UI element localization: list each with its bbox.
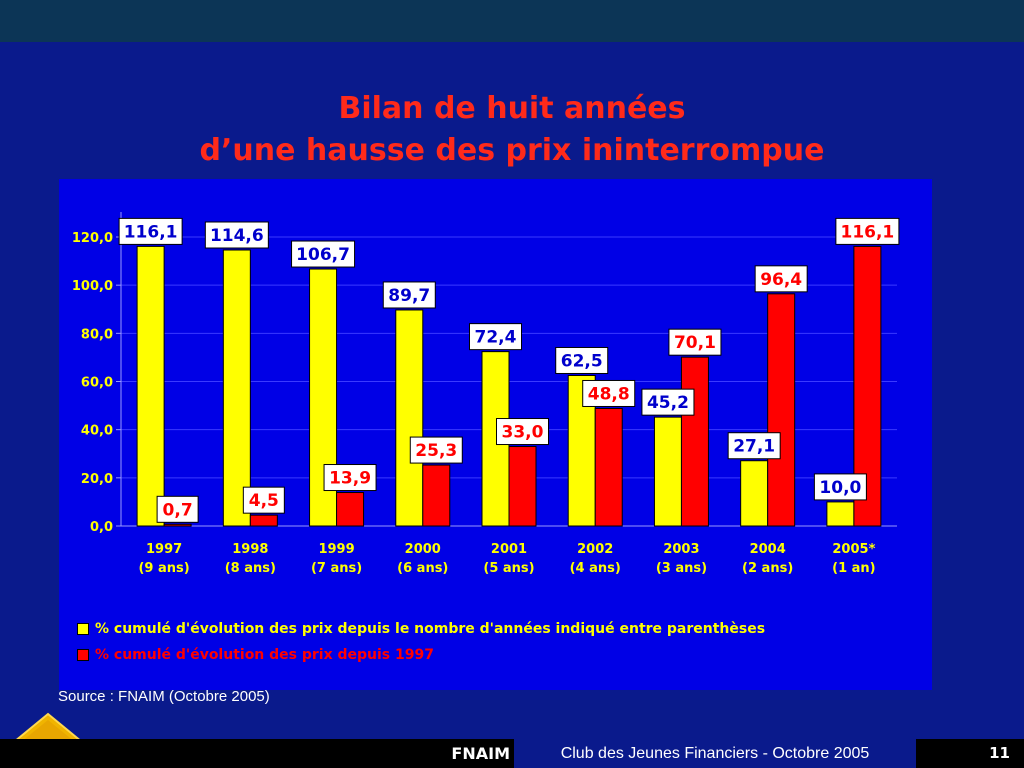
data-label: 48,8 bbox=[588, 384, 630, 404]
data-label-box bbox=[469, 323, 522, 351]
footer-brand: FNAIM bbox=[451, 744, 510, 763]
y-tick-label: 40,0 bbox=[81, 424, 113, 439]
bar-red bbox=[422, 464, 451, 527]
bar-yellow bbox=[222, 249, 251, 527]
data-label-box bbox=[641, 388, 695, 416]
y-tick-label: 60,0 bbox=[81, 376, 113, 391]
data-label-box bbox=[242, 486, 285, 514]
x-tick-label: 2002 bbox=[577, 542, 613, 557]
data-label-box bbox=[291, 240, 356, 268]
x-tick-label: (6 ans) bbox=[397, 561, 448, 576]
footer-bar: FNAIM Club des Jeunes Financiers - Octob… bbox=[0, 739, 1024, 768]
top-bar bbox=[0, 0, 1024, 42]
x-tick-label: 1999 bbox=[318, 542, 354, 557]
data-label: 89,7 bbox=[388, 286, 430, 306]
data-label-box bbox=[727, 432, 781, 460]
data-label-box bbox=[156, 495, 199, 523]
legend-item-series-2: % cumulé d'évolution des prix depuis 199… bbox=[77, 642, 765, 668]
x-tick-label: 2001 bbox=[491, 542, 527, 557]
data-label-box bbox=[668, 328, 722, 356]
bar-red bbox=[336, 492, 365, 527]
bar-yellow bbox=[740, 460, 769, 527]
data-label-box bbox=[813, 473, 867, 501]
data-label: 62,5 bbox=[561, 351, 603, 371]
bar-chart: 0,0 20,0 40,0 60,0 80,0 100,0 120,0 1997 (9 ans)… bbox=[72, 212, 900, 576]
data-label-box bbox=[496, 418, 549, 446]
bar-red bbox=[163, 523, 192, 527]
page-number: 11 bbox=[989, 744, 1010, 762]
bar-yellow bbox=[826, 501, 855, 527]
y-tick-label: 20,0 bbox=[81, 472, 113, 487]
x-tick-label: 2003 bbox=[663, 542, 699, 557]
x-tick-label: (2 ans) bbox=[742, 561, 793, 576]
bar-red bbox=[249, 514, 278, 527]
chart-panel: 0,0 20,0 40,0 60,0 80,0 100,0 120,0 1997 (9 ans)… bbox=[59, 179, 932, 690]
legend-item-series-1: % cumulé d'évolution des prix depuis le … bbox=[77, 616, 765, 642]
y-tick-label: 120,0 bbox=[72, 231, 113, 246]
data-label: 116,1 bbox=[124, 222, 178, 242]
x-tick-label: (1 an) bbox=[832, 561, 875, 576]
data-label-box bbox=[118, 217, 183, 245]
bar-yellow bbox=[653, 416, 682, 527]
data-label: 96,4 bbox=[760, 270, 802, 290]
data-label-box bbox=[323, 464, 377, 492]
x-tick-label: (3 ans) bbox=[656, 561, 707, 576]
footer-event-title: Club des Jeunes Financiers - Octobre 200… bbox=[514, 739, 916, 768]
chart-legend: % cumulé d'évolution des prix depuis le … bbox=[77, 616, 765, 668]
bar-red bbox=[508, 446, 537, 527]
x-tick-label: (4 ans) bbox=[570, 561, 621, 576]
data-label: 106,7 bbox=[296, 245, 350, 265]
source-note: Source : FNAIM (Octobre 2005) bbox=[58, 688, 270, 705]
x-tick-label: (5 ans) bbox=[483, 561, 534, 576]
data-label: 25,3 bbox=[415, 441, 457, 461]
x-tick-label: 1998 bbox=[232, 542, 268, 557]
title-line-2: d’une hausse des prix ininterrompue bbox=[199, 133, 825, 168]
bar-yellow bbox=[136, 245, 165, 527]
x-tick-label: (8 ans) bbox=[225, 561, 276, 576]
data-label: 27,1 bbox=[733, 437, 775, 457]
data-label-box bbox=[555, 346, 609, 374]
data-label-box bbox=[382, 281, 436, 309]
data-label: 70,1 bbox=[674, 333, 716, 353]
x-tick-label: 2000 bbox=[405, 542, 441, 557]
data-label: 0,7 bbox=[163, 500, 193, 520]
page-title: Bilan de huit années d’une hausse des pr… bbox=[0, 88, 1024, 172]
legend-swatch-yellow bbox=[77, 623, 89, 635]
data-label: 13,9 bbox=[329, 469, 371, 489]
data-label-box bbox=[754, 265, 808, 293]
data-label: 116,1 bbox=[840, 222, 894, 242]
bar-yellow bbox=[395, 309, 424, 527]
data-label-box bbox=[835, 217, 900, 245]
data-label: 45,2 bbox=[647, 393, 689, 413]
data-label: 4,5 bbox=[249, 491, 279, 511]
data-label-box bbox=[582, 379, 636, 407]
data-label: 10,0 bbox=[819, 478, 861, 498]
x-tick-label: (9 ans) bbox=[138, 561, 189, 576]
x-tick-label: (7 ans) bbox=[311, 561, 362, 576]
bar-red bbox=[680, 356, 709, 527]
bar-red bbox=[767, 293, 796, 527]
x-tick-label: 2005* bbox=[832, 542, 875, 557]
x-tick-label: 2004 bbox=[750, 542, 786, 557]
y-tick-label: 100,0 bbox=[72, 279, 113, 294]
legend-label: % cumulé d'évolution des prix depuis le … bbox=[95, 621, 766, 637]
legend-label: % cumulé d'évolution des prix depuis 199… bbox=[95, 647, 434, 663]
data-label: 33,0 bbox=[502, 423, 544, 443]
data-label: 72,4 bbox=[475, 328, 517, 348]
title-line-1: Bilan de huit années bbox=[338, 91, 686, 126]
legend-swatch-red bbox=[77, 649, 89, 661]
y-tick-label: 0,0 bbox=[90, 520, 113, 535]
y-tick-label: 80,0 bbox=[81, 327, 113, 342]
data-label-box bbox=[409, 436, 463, 464]
x-tick-label: 1997 bbox=[146, 542, 182, 557]
bar-red bbox=[594, 407, 623, 527]
data-label-box bbox=[204, 221, 269, 249]
data-label: 114,6 bbox=[210, 226, 264, 246]
